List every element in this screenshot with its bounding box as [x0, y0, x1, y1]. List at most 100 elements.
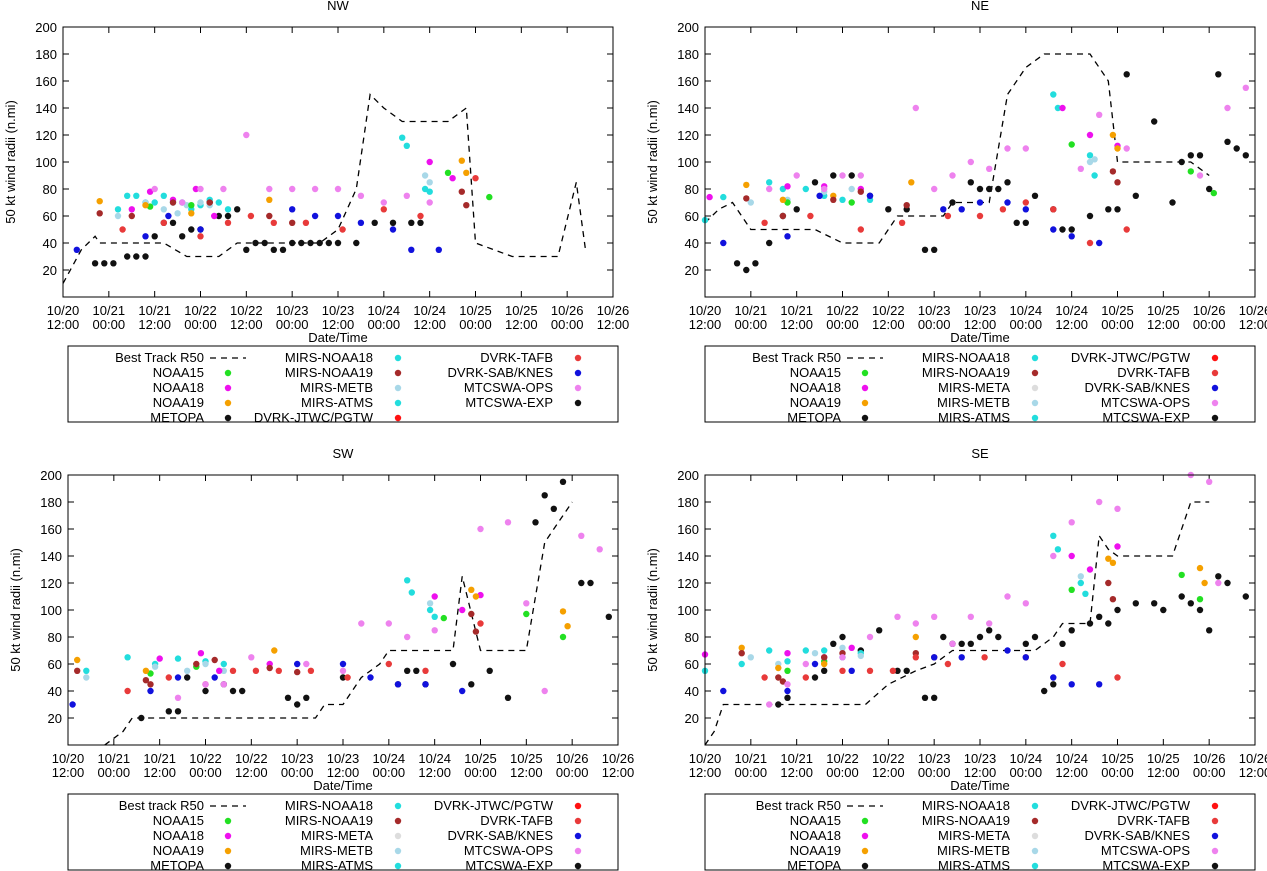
point-mtcswa-exp [1004, 179, 1011, 186]
legend-label: NOAA15 [153, 813, 204, 828]
point-mtcswa-exp [931, 246, 938, 253]
point-mtcswa-ops [793, 172, 800, 179]
x-tick-label: 10/22 00:00 [189, 751, 222, 780]
point-mtcswa-ops [426, 199, 433, 206]
point-mtcswa-exp [1224, 138, 1231, 145]
y-tick-label: 80 [43, 182, 57, 197]
legend-label: MTCSWA-OPS [1101, 395, 1190, 410]
point-dvrk-tafb [889, 667, 897, 674]
point-mtcswa-ops [866, 633, 874, 641]
point-mtcswa-ops [504, 519, 512, 526]
point-mirs-noaa19 [1109, 168, 1117, 175]
point-noaa15 [440, 614, 447, 622]
legend-label: MIRS-ATMS [938, 858, 1010, 871]
legend-dot-marker [1211, 354, 1219, 362]
point-mirs-noaa18 [1082, 590, 1089, 597]
point-dvrk-tafb [417, 212, 424, 220]
x-tick-label: 10/23 00:00 [918, 303, 951, 332]
point-noaa19 [96, 198, 103, 205]
legend-dot-marker [574, 832, 582, 840]
point-noaa18 [431, 593, 438, 600]
point-mtcswa-exp [931, 694, 938, 701]
legend-dot-marker [574, 847, 582, 855]
point-mtcswa-exp [1206, 185, 1213, 193]
y-tick-label: 40 [685, 236, 699, 251]
legend-dot-marker [574, 399, 582, 407]
legend-label: MTCSWA-EXP [465, 858, 553, 871]
legend-label: DVRK-JTWC/PGTW [1071, 350, 1191, 365]
point-noaa19 [188, 210, 195, 217]
point-dvrk-sab-knes [394, 681, 402, 688]
point-mtcswa-exp [449, 660, 457, 668]
x-tick-label: 10/25 12:00 [1147, 303, 1180, 332]
x-tick-label: 10/21 00:00 [735, 751, 768, 780]
point-mtcswa-exp [1123, 71, 1130, 78]
point-mtcswa-ops [596, 546, 603, 553]
point-mtcswa-ops [174, 694, 182, 701]
legend-dot-marker [1031, 832, 1039, 840]
y-tick-label: 80 [48, 630, 62, 645]
point-dvrk-tafb [160, 219, 167, 226]
legend-dot-marker [394, 384, 402, 392]
point-metopa [279, 246, 287, 253]
point-noaa15 [1178, 571, 1185, 579]
point-noaa18 [1068, 552, 1075, 560]
x-tick-label: 10/25 00:00 [459, 303, 492, 332]
point-mirs-noaa18 [1054, 546, 1062, 553]
x-tick-label: 10/21 00:00 [735, 303, 768, 332]
point-mtcswa-ops [1206, 478, 1213, 485]
point-mtcswa-exp [1086, 212, 1094, 220]
x-tick-label: 10/21 12:00 [143, 751, 176, 780]
point-mtcswa-ops [1004, 593, 1011, 600]
point-mtcswa-ops [912, 620, 919, 627]
x-tick-label: 10/24 12:00 [1055, 751, 1088, 780]
point-mtcswa-exp [294, 701, 301, 708]
point-dvrk-sab-knes [816, 192, 823, 199]
legend-dot-marker [1211, 817, 1219, 825]
point-mtcswa-ops [1004, 145, 1011, 152]
point-mtcswa-exp [1050, 681, 1057, 688]
point-dvrk-tafb [976, 212, 984, 220]
point-mtcswa-exp [1031, 192, 1039, 199]
point-metopa [417, 219, 424, 226]
point-noaa18 [848, 644, 855, 651]
point-mirs-metb [220, 667, 227, 674]
point-mirs-noaa18 [426, 188, 433, 195]
point-mirs-noaa18 [124, 654, 131, 661]
point-mirs-noaa19 [142, 677, 150, 684]
x-tick-label: 10/24 12:00 [1055, 303, 1088, 332]
point-mirs-noaa19 [458, 188, 465, 195]
point-mirs-metb [202, 660, 209, 668]
point-dvrk-tafb [385, 660, 392, 668]
point-mirs-metb [848, 185, 855, 193]
point-noaa19 [74, 656, 81, 664]
point-noaa18 [459, 606, 466, 614]
point-mtcswa-exp [1187, 152, 1195, 159]
point-dvrk-sab-knes [174, 674, 182, 681]
point-mtcswa-exp [976, 185, 984, 193]
legend-dot-marker [394, 862, 402, 870]
panel-sw: SW 20 40 60 80 100 120 140 160 180 200 10/20 12:00 10… [8, 446, 634, 871]
point-dvrk-sab-knes [940, 206, 947, 213]
point-noaa19 [1105, 555, 1112, 562]
legend-dot-marker [1211, 802, 1219, 810]
point-dvrk-sab-knes [1050, 674, 1057, 681]
chart-title: SE [971, 446, 989, 461]
point-mtcswa-exp [766, 239, 773, 247]
point-mtcswa-exp [1242, 593, 1250, 600]
point-metopa [101, 260, 108, 267]
point-mtcswa-exp [903, 667, 910, 674]
point-mirs-noaa19 [169, 199, 177, 206]
point-mirs-noaa18 [224, 206, 232, 213]
legend-dot-marker [224, 817, 232, 825]
point-mtcswa-ops [358, 620, 365, 627]
legend-label: MIRS-METB [937, 843, 1010, 858]
point-mtcswa-exp [578, 579, 585, 587]
point-mtcswa-ops [949, 172, 956, 179]
legend-box [67, 793, 619, 871]
point-mirs-noaa19 [294, 668, 301, 676]
y-tick-label: 60 [43, 209, 57, 224]
point-noaa18 [192, 185, 200, 193]
